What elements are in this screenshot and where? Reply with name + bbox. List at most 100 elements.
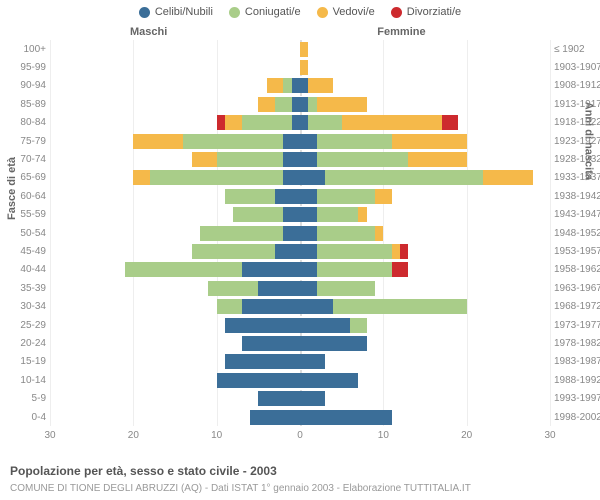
bar-segment — [300, 78, 308, 93]
birth-label: 1973-1977 — [554, 320, 600, 331]
bar-segment — [350, 318, 367, 333]
bar-segment — [283, 226, 300, 241]
bar-segment — [317, 244, 392, 259]
x-tick: 20 — [128, 430, 139, 441]
bar-segment — [267, 78, 284, 93]
birth-label: 1908-1912 — [554, 80, 600, 91]
age-label: 35-39 — [2, 283, 46, 294]
age-label: 20-24 — [2, 338, 46, 349]
bar-segment — [300, 97, 308, 112]
bar-segment — [242, 262, 300, 277]
age-row: 35-391963-1967 — [50, 279, 550, 297]
legend: Celibi/NubiliConiugati/eVedovi/eDivorzia… — [0, 0, 600, 18]
bar-segment — [283, 207, 300, 222]
bar-segment — [317, 134, 392, 149]
age-label: 65-69 — [2, 172, 46, 183]
bar-segment — [317, 152, 409, 167]
age-row: 20-241978-1982 — [50, 334, 550, 352]
bar-segment — [300, 115, 308, 130]
age-label: 55-59 — [2, 209, 46, 220]
age-label: 70-74 — [2, 154, 46, 165]
bar-segment — [225, 189, 275, 204]
age-label: 95-99 — [2, 62, 46, 73]
bar-segment — [300, 152, 317, 167]
bar-segment — [300, 189, 317, 204]
age-row: 60-641938-1942 — [50, 187, 550, 205]
bar-segment — [150, 170, 283, 185]
birth-label: 1963-1967 — [554, 283, 600, 294]
bar-segment — [300, 262, 317, 277]
legend-label: Vedovi/e — [333, 6, 375, 18]
bar-segment — [300, 318, 350, 333]
birth-label: 1958-1962 — [554, 264, 600, 275]
age-row: 0-41998-2002 — [50, 408, 550, 426]
x-tick: 30 — [44, 430, 55, 441]
legend-dot — [391, 7, 402, 18]
age-row: 65-691933-1937 — [50, 169, 550, 187]
legend-dot — [139, 7, 150, 18]
birth-label: 1983-1987 — [554, 356, 600, 367]
bar-segment — [225, 318, 300, 333]
age-label: 100+ — [2, 44, 46, 55]
age-row: 25-291973-1977 — [50, 316, 550, 334]
bar-segment — [283, 78, 291, 93]
bar-segment — [358, 207, 366, 222]
bar-segment — [258, 281, 300, 296]
legend-label: Coniugati/e — [245, 6, 301, 18]
legend-item: Celibi/Nubili — [139, 6, 213, 18]
bar-segment — [283, 170, 300, 185]
bar-segment — [317, 207, 359, 222]
bar-segment — [342, 115, 442, 130]
bar-segment — [325, 170, 483, 185]
age-row: 80-841918-1922 — [50, 114, 550, 132]
age-label: 90-94 — [2, 80, 46, 91]
bar-segment — [392, 134, 467, 149]
bar-segment — [300, 42, 308, 57]
age-label: 40-44 — [2, 264, 46, 275]
age-label: 80-84 — [2, 117, 46, 128]
bar-segment — [283, 152, 300, 167]
bar-segment — [208, 281, 258, 296]
birth-label: 1978-1982 — [554, 338, 600, 349]
age-label: 85-89 — [2, 99, 46, 110]
x-tick: 30 — [544, 430, 555, 441]
bar-segment — [292, 115, 300, 130]
bar-segment — [192, 152, 217, 167]
bar-segment — [300, 354, 325, 369]
bar-segment — [300, 336, 367, 351]
bar-segment — [242, 336, 300, 351]
bar-segment — [250, 410, 300, 425]
legend-item: Coniugati/e — [229, 6, 301, 18]
birth-label: 1948-1952 — [554, 228, 600, 239]
chart-title: Popolazione per età, sesso e stato civil… — [10, 464, 277, 478]
birth-label: 1913-1917 — [554, 99, 600, 110]
age-label: 10-14 — [2, 375, 46, 386]
bar-segment — [317, 189, 375, 204]
bar-segment — [400, 244, 408, 259]
x-tick: 20 — [461, 430, 472, 441]
bar-segment — [275, 244, 300, 259]
x-tick: 10 — [211, 430, 222, 441]
bar-segment — [317, 226, 375, 241]
bar-segment — [217, 115, 225, 130]
bar-segment — [375, 189, 392, 204]
birth-label: 1903-1907 — [554, 62, 600, 73]
age-row: 85-891913-1917 — [50, 95, 550, 113]
birth-label: 1923-1927 — [554, 136, 600, 147]
bar-segment — [317, 281, 375, 296]
bar-segment — [300, 410, 392, 425]
age-row: 10-141988-1992 — [50, 371, 550, 389]
age-label: 0-4 — [2, 412, 46, 423]
bar-segment — [217, 299, 242, 314]
age-row: 50-541948-1952 — [50, 224, 550, 242]
x-tick: 10 — [378, 430, 389, 441]
gender-labels: Maschi Femmine — [0, 26, 600, 38]
age-row: 40-441958-1962 — [50, 261, 550, 279]
bar-segment — [308, 78, 333, 93]
bar-segment — [233, 207, 283, 222]
birth-label: 1943-1947 — [554, 209, 600, 220]
birth-label: 1918-1922 — [554, 117, 600, 128]
bar-segment — [133, 170, 150, 185]
bar-segment — [258, 391, 300, 406]
age-label: 75-79 — [2, 136, 46, 147]
